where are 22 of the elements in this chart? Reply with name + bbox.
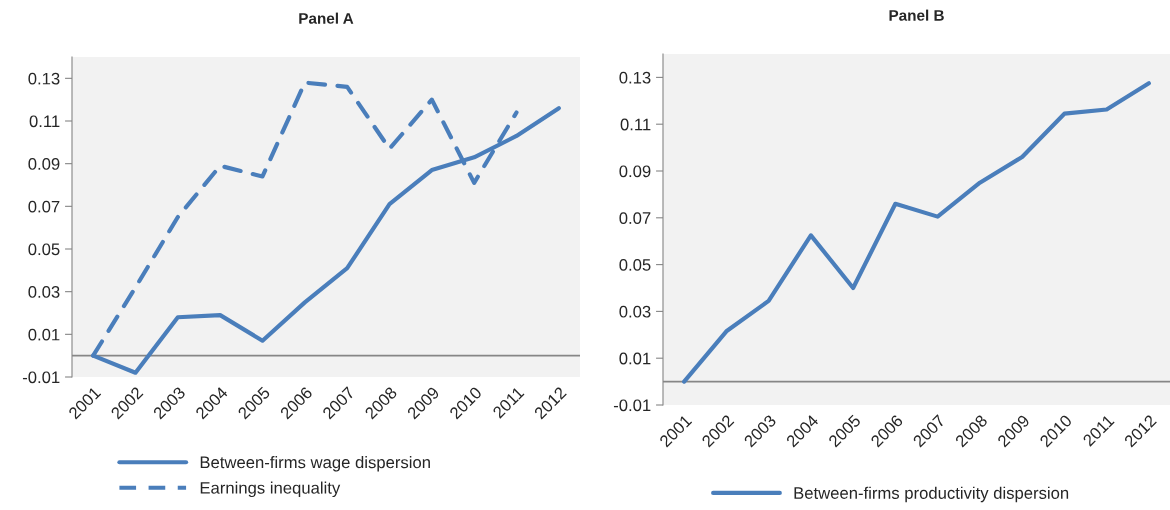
y-tick-label: -0.01 — [613, 399, 651, 412]
y-tick-label: 0.05 — [619, 259, 651, 271]
chart-title: Panel A — [299, 12, 354, 24]
y-tick-label: 0.05 — [28, 243, 60, 256]
y-tick-label: 0.07 — [28, 200, 60, 213]
y-tick-label: 0.09 — [28, 158, 60, 170]
y-tick-label: 0.07 — [619, 212, 651, 224]
y-tick-label: 0.01 — [619, 352, 651, 365]
y-tick-label: 0.03 — [28, 286, 60, 298]
y-tick-label: 0.01 — [28, 328, 60, 341]
y-tick-label: 0.13 — [619, 71, 651, 84]
legend-label: Between-firms wage dispersion — [200, 456, 430, 472]
line-series — [682, 81, 1151, 384]
y-tick-label: -0.01 — [22, 371, 60, 384]
chart-title: Panel B — [889, 9, 944, 21]
y-tick-label: 0.11 — [620, 118, 651, 131]
y-tick-label: 0.11 — [29, 115, 60, 128]
legend-label: Earnings inequality — [200, 481, 341, 498]
legend-label: Between-firms productivity dispersion — [794, 486, 1069, 503]
y-tick-label: 0.09 — [619, 165, 651, 178]
y-tick-label: 0.13 — [28, 72, 60, 85]
y-tick-label: 0.03 — [619, 305, 651, 318]
